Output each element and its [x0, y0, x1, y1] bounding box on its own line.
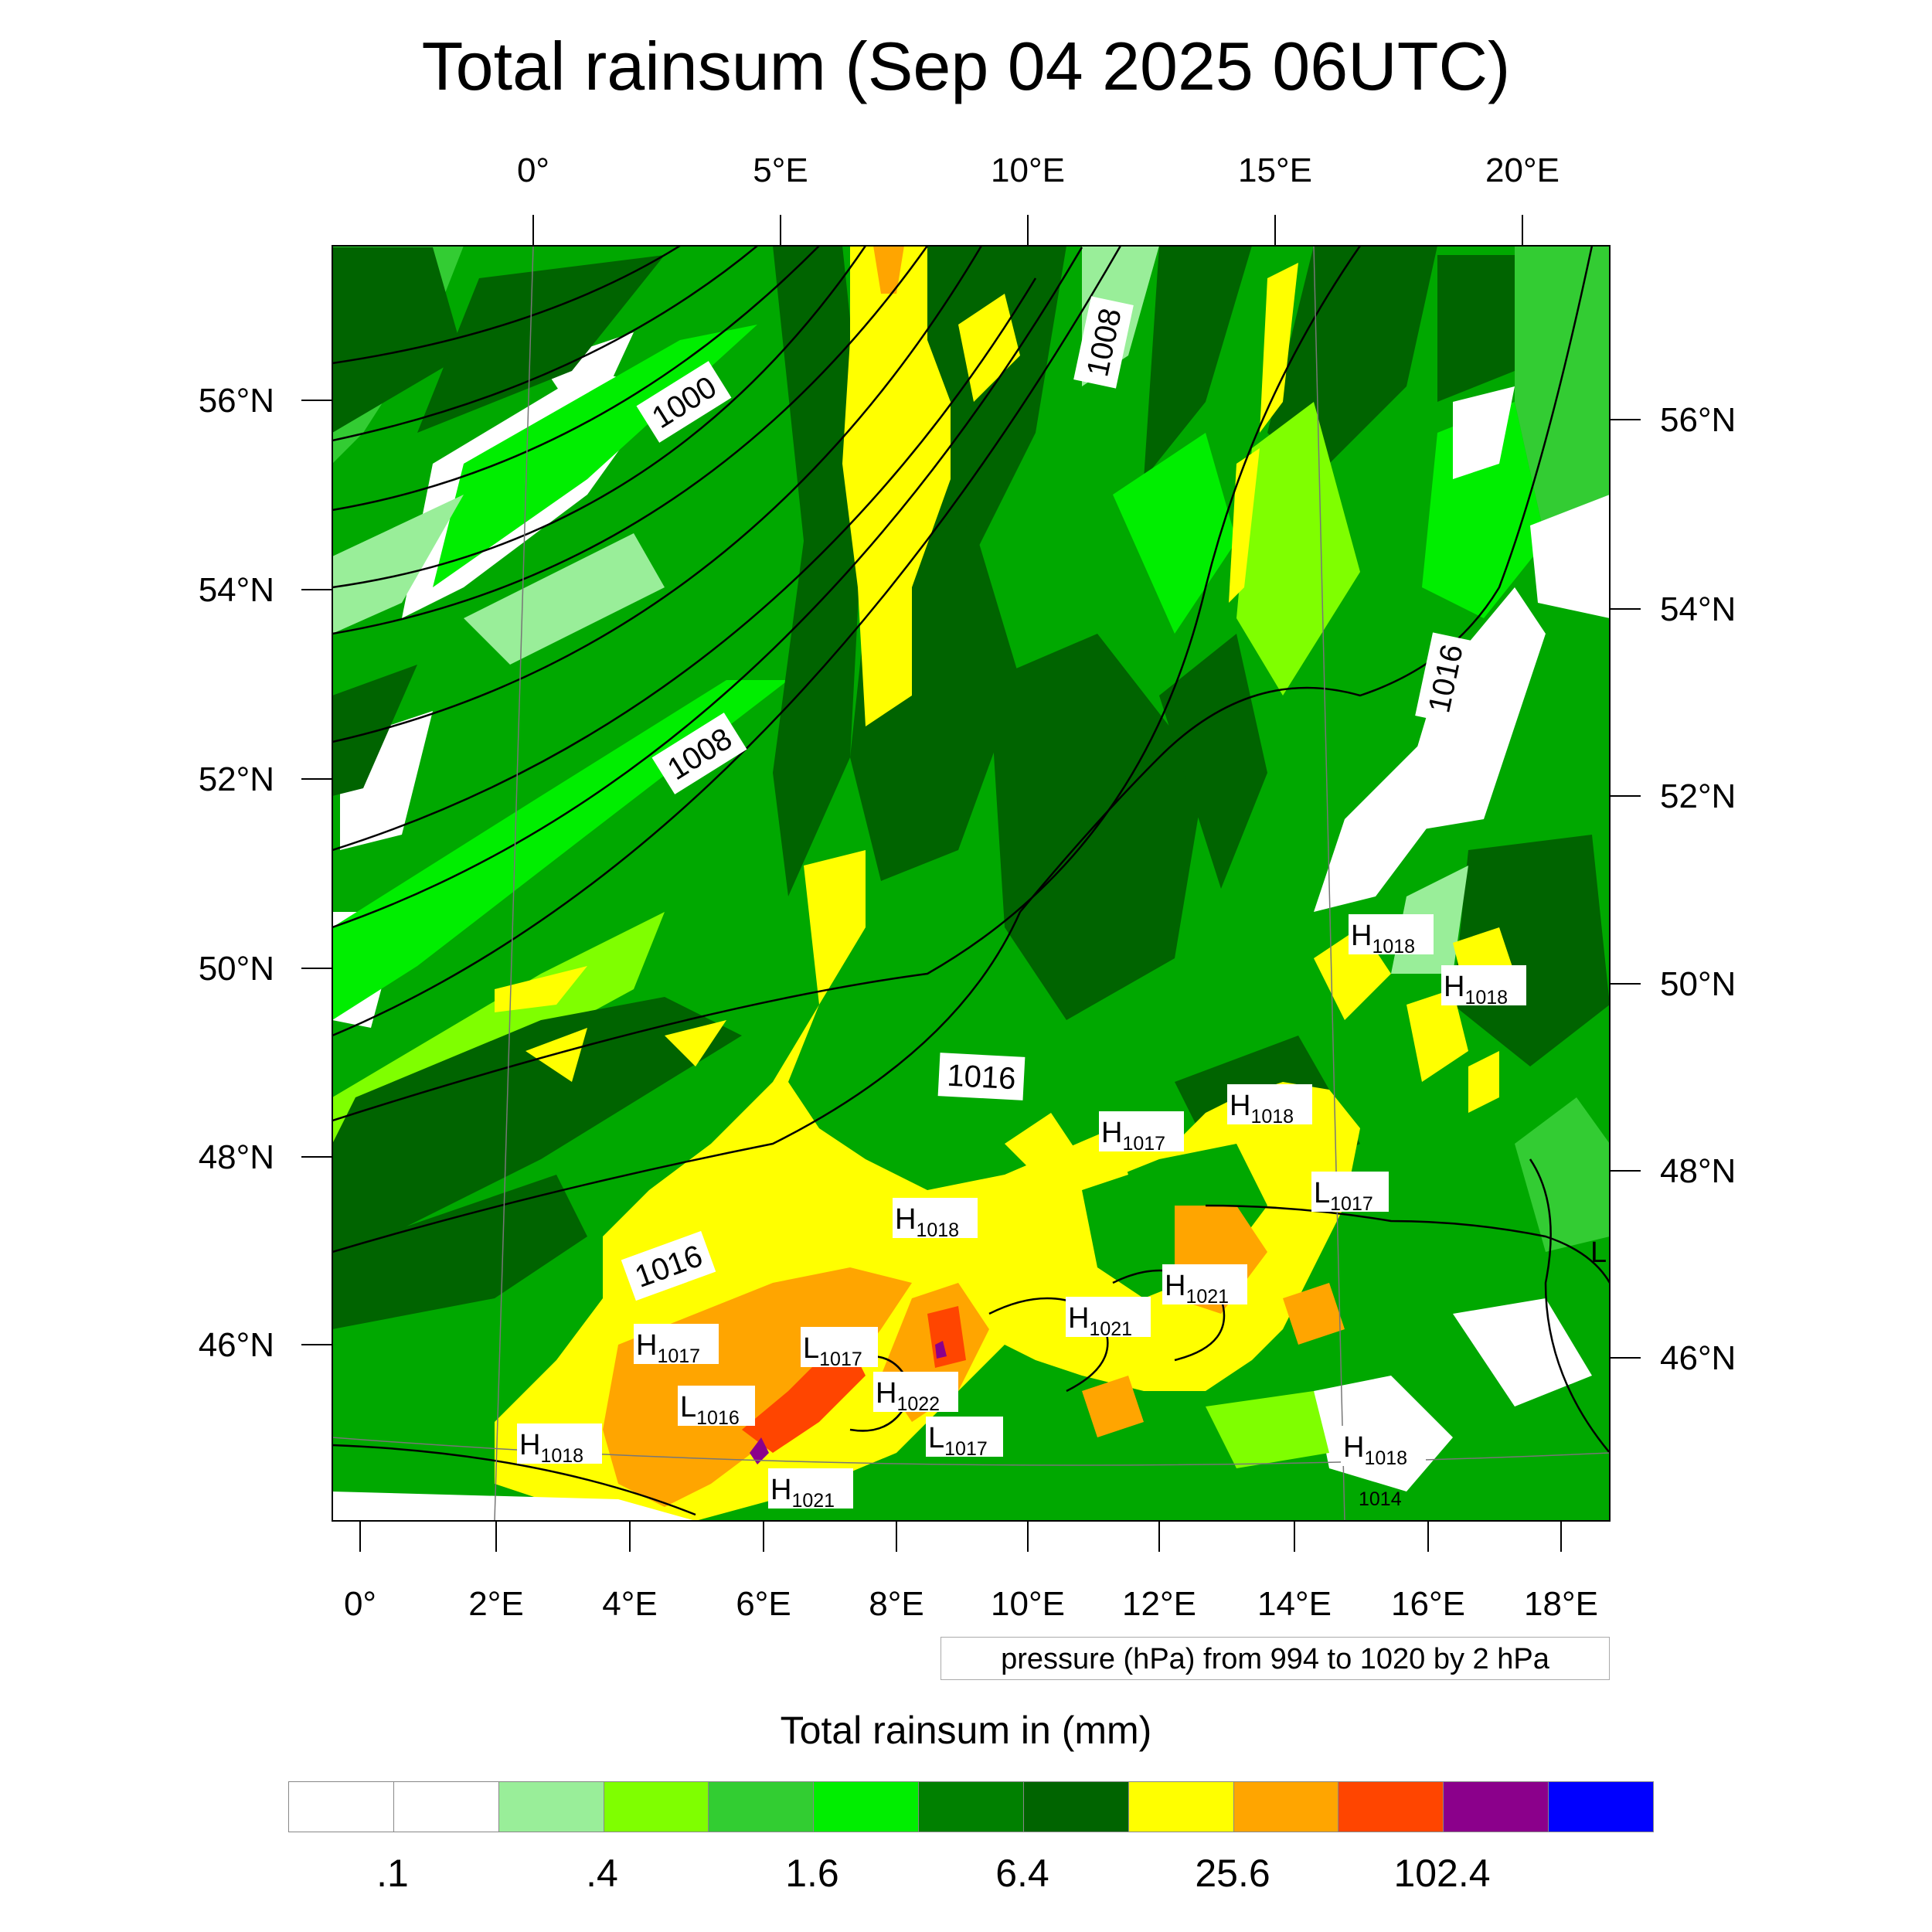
svg-text:L1016: L1016 — [680, 1391, 740, 1429]
right-lat-label: 48°N — [1660, 1152, 1736, 1190]
edge-low-mark: L — [1590, 1236, 1607, 1269]
colorbar-bin — [1023, 1782, 1129, 1832]
colorbar-label: .1 — [376, 1852, 409, 1895]
isobar-label: 1016 — [1415, 632, 1475, 725]
pressure-center-label: H1018 — [893, 1198, 978, 1241]
map-frame — [332, 245, 1611, 1522]
pressure-center-label: H1017 — [1099, 1111, 1184, 1155]
left-ticks — [301, 400, 332, 1345]
svg-text:1016: 1016 — [946, 1059, 1016, 1097]
isobars — [332, 246, 1610, 1516]
right-lat-label: 56°N — [1660, 401, 1736, 439]
pressure-center-label: L1017 — [801, 1327, 878, 1370]
left-lat-label: 54°N — [199, 571, 274, 609]
bottom-lon-label: 12°E — [1122, 1585, 1196, 1623]
isobar-label-small: 1014 — [1359, 1488, 1402, 1510]
bottom-lon-label: 0° — [344, 1585, 376, 1623]
svg-text:H1017: H1017 — [636, 1329, 700, 1367]
svg-text:H1021: H1021 — [1165, 1270, 1229, 1308]
svg-text:H1022: H1022 — [876, 1377, 940, 1415]
svg-text:H1018: H1018 — [519, 1429, 583, 1467]
right-lat-label: 54°N — [1660, 590, 1736, 628]
bottom-ticks — [359, 1521, 1562, 1552]
bottom-lon-label: 4°E — [602, 1585, 657, 1623]
colorbar-bin — [1549, 1782, 1653, 1832]
isobar-label: 1016 — [937, 1053, 1026, 1100]
svg-text:H1021: H1021 — [770, 1474, 835, 1512]
colorbar-title: Total rainsum in (mm) — [780, 1709, 1152, 1752]
svg-text:H1018: H1018 — [1343, 1431, 1407, 1469]
right-lat-label: 46°N — [1660, 1339, 1736, 1377]
pressure-center-label: H1018 — [1349, 914, 1434, 957]
left-lat-label: 48°N — [199, 1138, 274, 1176]
rain-field — [332, 246, 1610, 1521]
bottom-lon-label: 6°E — [736, 1585, 791, 1623]
colorbar-bin — [814, 1782, 920, 1832]
left-lat-label: 52°N — [199, 760, 274, 798]
svg-text:H1018: H1018 — [1351, 920, 1415, 957]
map-title: Total rainsum (Sep 04 2025 06UTC) — [421, 28, 1511, 104]
pressure-center-label: H1017 — [634, 1324, 719, 1367]
top-lon-label: 20°E — [1485, 151, 1560, 189]
pressure-center-label: H1018 — [1341, 1426, 1426, 1469]
colorbar-bin — [1128, 1782, 1234, 1832]
bottom-lon-label: 10°E — [991, 1585, 1065, 1623]
bottom-lon-label: 18°E — [1524, 1585, 1598, 1623]
right-ticks — [1610, 419, 1641, 1359]
svg-text:L1017: L1017 — [803, 1332, 862, 1370]
top-lon-label: 0° — [517, 151, 549, 189]
colorbar-bin — [289, 1782, 394, 1832]
colorbar-label: 6.4 — [995, 1852, 1049, 1895]
pressure-center-label: H1018 — [1227, 1084, 1312, 1128]
colorbar-bin — [709, 1782, 815, 1832]
svg-text:H1018: H1018 — [895, 1203, 959, 1241]
bottom-lon-label: 2°E — [468, 1585, 523, 1623]
colorbar-label: .4 — [586, 1852, 618, 1895]
bottom-lon-label: 16°E — [1391, 1585, 1465, 1623]
isobar-label: 1008 — [1073, 296, 1134, 389]
pressure-center-label: L1017 — [926, 1417, 1003, 1460]
pressure-center-label: H1018 — [517, 1423, 602, 1467]
svg-text:L1017: L1017 — [928, 1422, 988, 1460]
pressure-info-box: pressure (hPa) from 994 to 1020 by 2 hPa — [940, 1637, 1610, 1680]
pressure-center-label: H1021 — [768, 1468, 853, 1512]
colorbar — [288, 1781, 1654, 1832]
bottom-lon-label: 8°E — [869, 1585, 923, 1623]
top-lon-label: 10°E — [991, 151, 1065, 189]
pressure-center-label: L1016 — [678, 1386, 755, 1429]
colorbar-bin — [1233, 1782, 1339, 1832]
colorbar-bin — [498, 1782, 604, 1832]
pressure-center-label: H1021 — [1066, 1297, 1151, 1340]
left-lat-label: 46°N — [199, 1326, 274, 1364]
colorbar-bin — [1444, 1782, 1549, 1832]
pressure-center-label: H1021 — [1162, 1264, 1247, 1308]
colorbar-label: 25.6 — [1195, 1852, 1270, 1895]
pressure-center-label: L1017 — [1311, 1172, 1389, 1215]
right-lat-label: 50°N — [1660, 965, 1736, 1003]
left-lat-label: 56°N — [199, 382, 274, 420]
colorbar-bin — [604, 1782, 709, 1832]
pressure-center-label: H1018 — [1441, 965, 1526, 1009]
top-ticks — [532, 215, 1523, 246]
bottom-lon-label: 14°E — [1257, 1585, 1332, 1623]
top-lon-label: 5°E — [753, 151, 808, 189]
left-lat-label: 50°N — [199, 950, 274, 988]
colorbar-label: 102.4 — [1393, 1852, 1491, 1895]
svg-text:H1018: H1018 — [1230, 1090, 1294, 1128]
svg-text:H1018: H1018 — [1444, 971, 1508, 1009]
colorbar-bin — [1338, 1782, 1444, 1832]
top-lon-label: 15°E — [1238, 151, 1312, 189]
colorbar-bin — [919, 1782, 1024, 1832]
svg-text:L1017: L1017 — [1314, 1177, 1373, 1215]
colorbar-bin — [393, 1782, 499, 1832]
svg-text:H1021: H1021 — [1068, 1302, 1132, 1340]
colorbar-label: 1.6 — [785, 1852, 839, 1895]
svg-text:H1017: H1017 — [1101, 1117, 1165, 1155]
right-lat-label: 52°N — [1660, 777, 1736, 815]
pressure-center-label: H1022 — [873, 1372, 958, 1415]
